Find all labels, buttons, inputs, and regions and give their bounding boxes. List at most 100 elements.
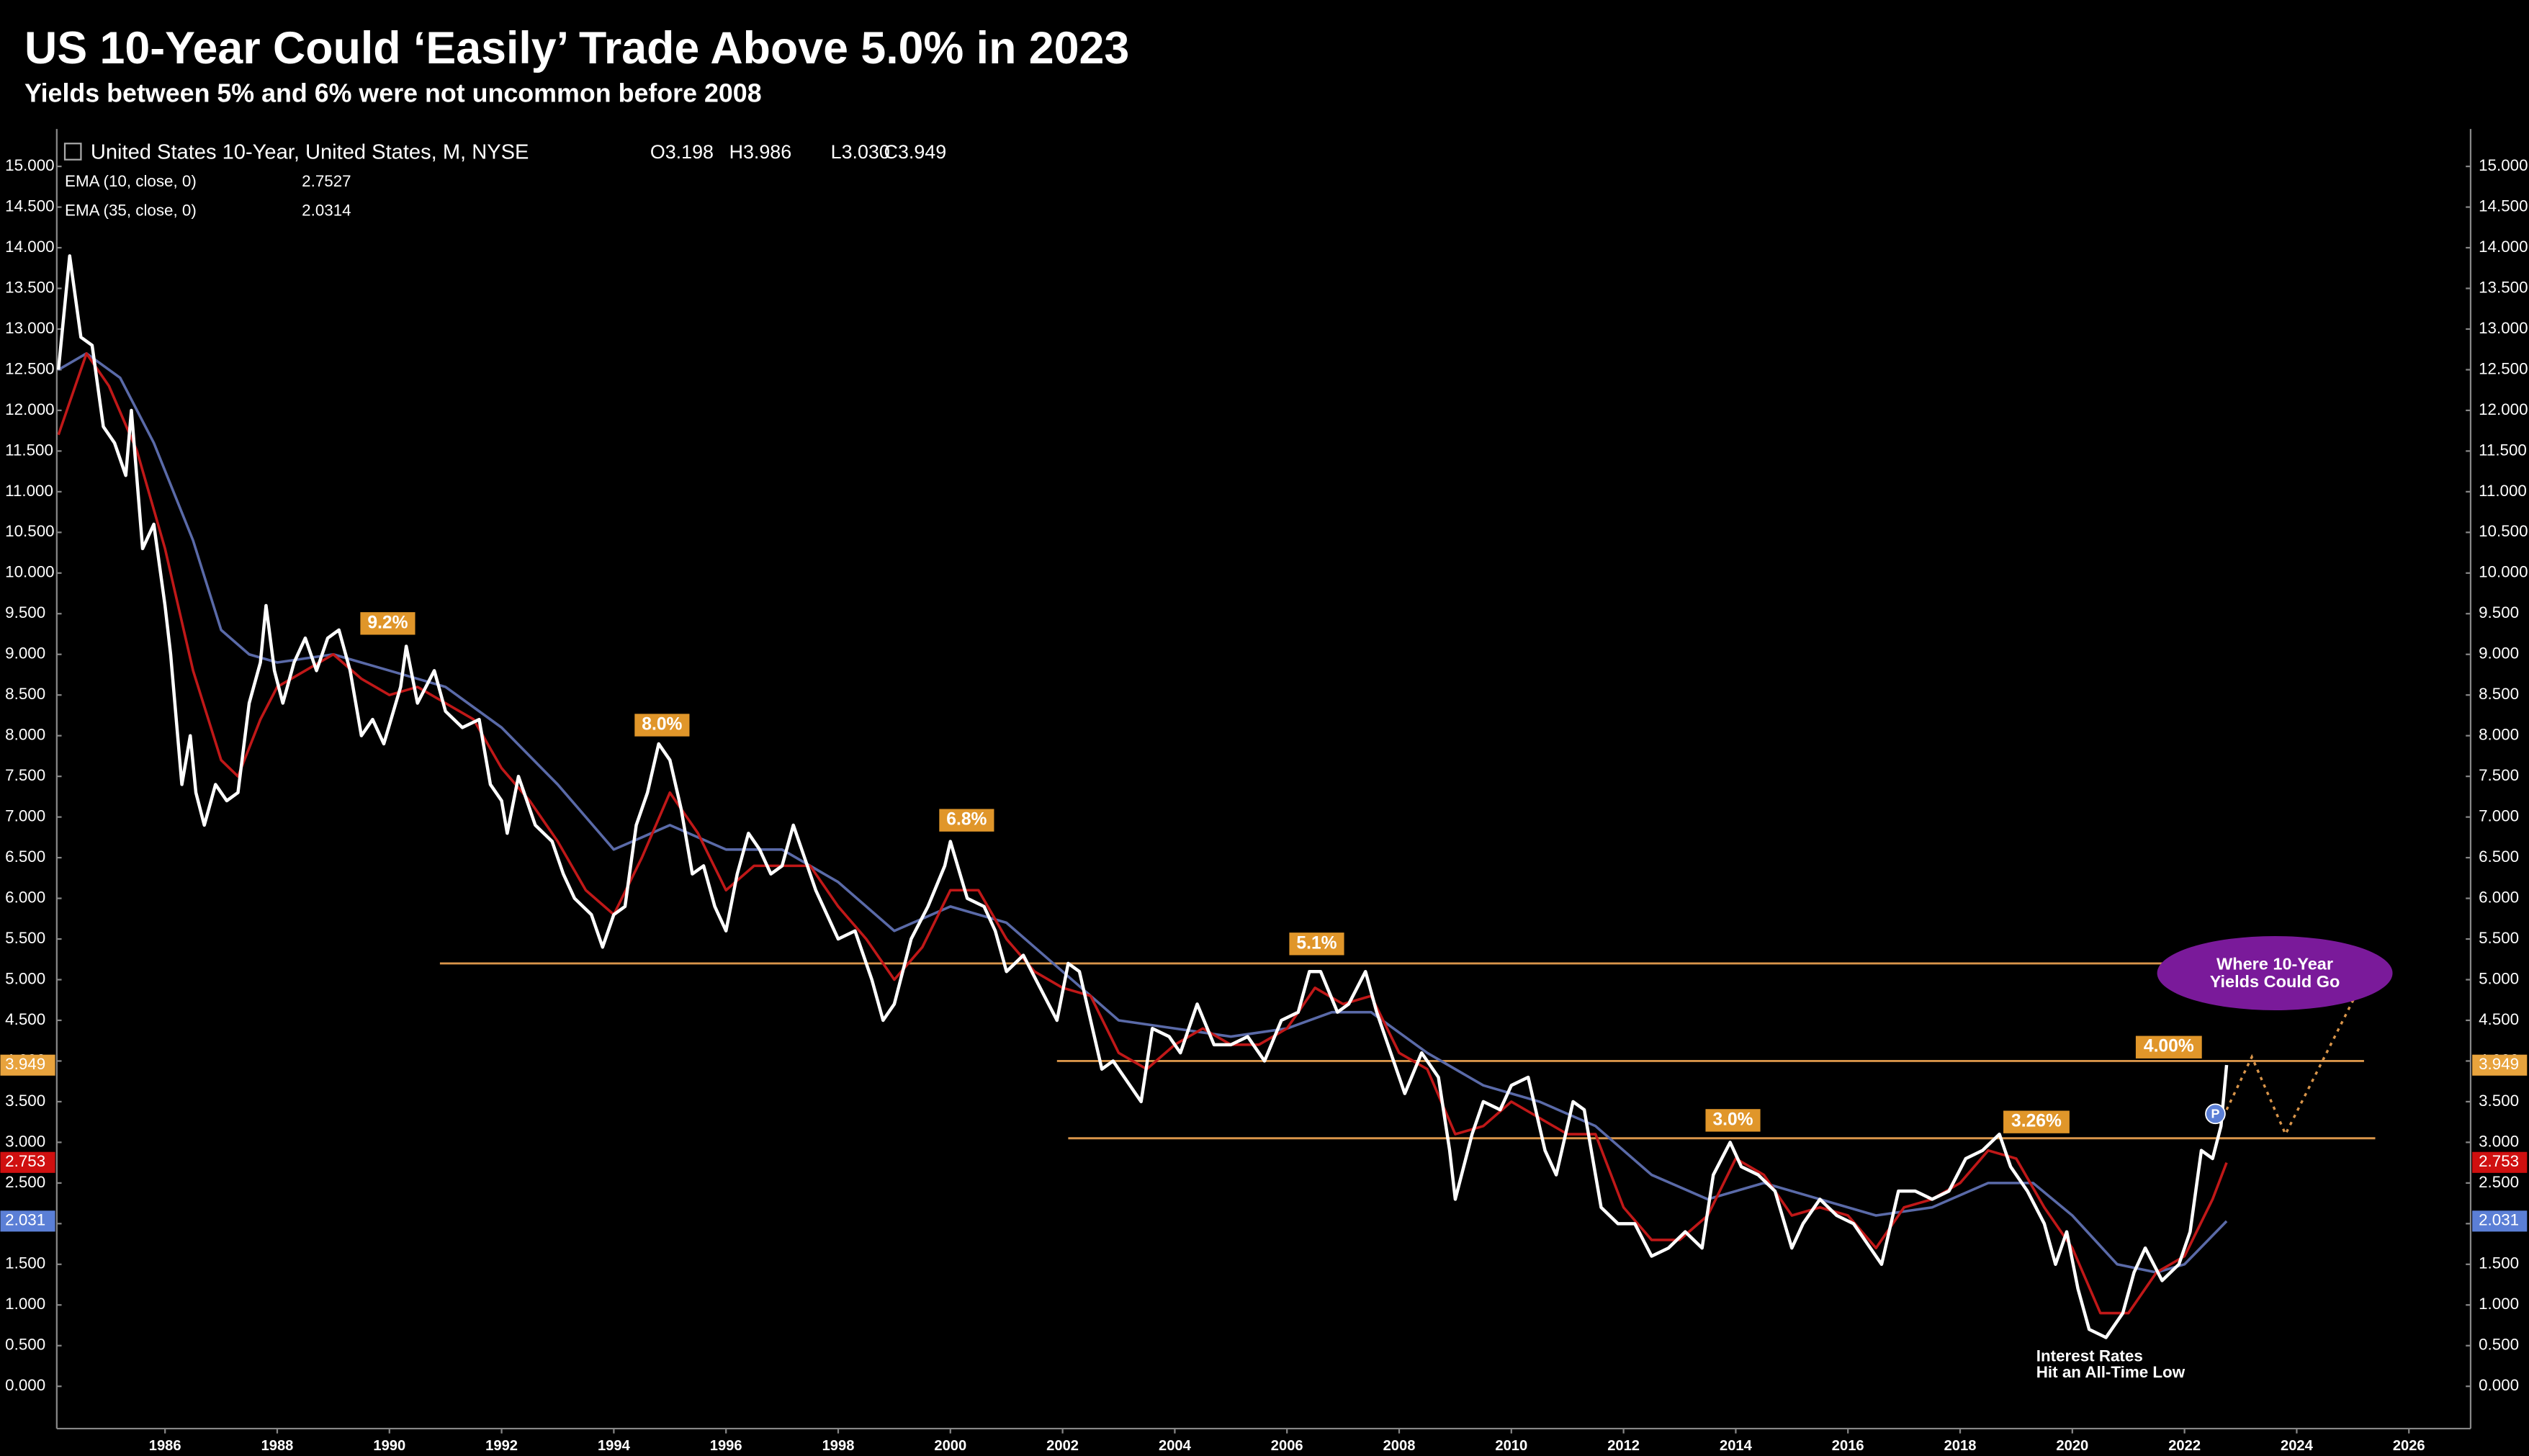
ohlc-open: O3.198 — [650, 141, 714, 163]
legend-entry: EMA (10, close, 0) — [65, 172, 197, 190]
y2-tick-label: 2.500 — [2479, 1173, 2519, 1191]
symbol-label: United States 10-Year, United States, M,… — [91, 140, 529, 163]
y-tick-label: 12.000 — [5, 400, 54, 418]
y-tick-label: 3.500 — [5, 1092, 45, 1110]
annotation-box — [2135, 1035, 2202, 1059]
legend-value: 2.0314 — [302, 201, 351, 219]
callout-text: Where 10-Year — [2216, 954, 2333, 973]
y-tick-label: 13.500 — [5, 278, 54, 296]
annotation-label: 3.0% — [1712, 1110, 1753, 1129]
annotation-box — [2003, 1110, 2070, 1133]
y2-tick-label: 3.500 — [2479, 1092, 2519, 1110]
annotation-box — [1289, 933, 1344, 956]
x-tick-label: 2018 — [1944, 1438, 1977, 1454]
legend-entry: EMA (35, close, 0) — [65, 201, 197, 219]
y-tick-label: 10.500 — [5, 522, 54, 540]
y-tick-label: 5.500 — [5, 929, 45, 947]
x-tick-label: 2020 — [2056, 1438, 2088, 1454]
price-tag-label: 2.753 — [5, 1152, 45, 1170]
price-tag — [2472, 1210, 2528, 1232]
x-tick-label: 2026 — [2393, 1438, 2425, 1454]
x-tick-label: 1994 — [598, 1438, 631, 1454]
y-tick-label: 10.000 — [5, 563, 54, 581]
price-tag-label: 2.753 — [2479, 1152, 2519, 1170]
price-tag — [2472, 1151, 2528, 1173]
y-tick-label: 11.500 — [5, 441, 53, 459]
y-tick-label: 2.500 — [5, 1173, 45, 1191]
y-tick-label: 13.000 — [5, 319, 54, 337]
y2-tick-label: 4.500 — [2479, 1010, 2519, 1028]
x-tick-label: 2014 — [1720, 1438, 1753, 1454]
y2-tick-label: 5.500 — [2479, 929, 2519, 947]
annotation-label: 4.00% — [2144, 1037, 2194, 1056]
marker-label: P — [2211, 1107, 2219, 1121]
y-tick-label: 6.500 — [5, 848, 45, 866]
y2-tick-label: 13.000 — [2479, 319, 2528, 337]
y2-tick-label: 10.000 — [2479, 563, 2528, 581]
x-tick-label: 1990 — [373, 1438, 405, 1454]
x-tick-label: 2024 — [2281, 1438, 2314, 1454]
ohlc-low: L3.030 — [831, 141, 890, 163]
annotation-label: 5.1% — [1296, 933, 1337, 953]
price-tag — [0, 1210, 55, 1232]
y2-tick-label: 1.000 — [2479, 1295, 2519, 1313]
y-tick-label: 3.000 — [5, 1132, 45, 1150]
y2-tick-label: 5.000 — [2479, 969, 2519, 987]
price-tag-label: 2.031 — [2479, 1211, 2519, 1229]
y-tick-label: 14.500 — [5, 197, 54, 215]
x-tick-label: 2006 — [1271, 1438, 1303, 1454]
y2-tick-label: 9.000 — [2479, 644, 2519, 662]
y2-tick-label: 6.500 — [2479, 848, 2519, 866]
note-text: Interest Rates — [2036, 1347, 2143, 1365]
y2-tick-label: 12.500 — [2479, 359, 2528, 377]
y-tick-label: 6.000 — [5, 888, 45, 906]
price-tag — [0, 1054, 55, 1076]
y-tick-label: 5.000 — [5, 969, 45, 987]
y-tick-label: 9.500 — [5, 603, 45, 621]
y2-tick-label: 3.000 — [2479, 1132, 2519, 1150]
chart-subtitle: Yields between 5% and 6% were not uncomm… — [24, 79, 762, 108]
y-tick-label: 7.000 — [5, 807, 45, 825]
y2-tick-label: 14.000 — [2479, 238, 2528, 256]
x-tick-label: 1986 — [149, 1438, 181, 1454]
price-tag — [0, 1151, 55, 1173]
x-tick-label: 1998 — [822, 1438, 855, 1454]
y2-tick-label: 0.500 — [2479, 1336, 2519, 1354]
y2-tick-label: 8.000 — [2479, 726, 2519, 744]
y-tick-label: 9.000 — [5, 644, 45, 662]
y2-tick-label: 11.500 — [2479, 441, 2527, 459]
y2-tick-label: 0.000 — [2479, 1376, 2519, 1394]
y-tick-label: 8.000 — [5, 726, 45, 744]
x-tick-label: 2002 — [1046, 1438, 1079, 1454]
y-tick-label: 0.500 — [5, 1336, 45, 1354]
y-tick-label: 11.000 — [5, 482, 53, 500]
y-tick-label: 14.000 — [5, 238, 54, 256]
y2-tick-label: 8.500 — [2479, 685, 2519, 703]
callout-ellipse — [2157, 935, 2393, 1010]
x-tick-label: 1996 — [710, 1438, 742, 1454]
x-tick-label: 2010 — [1495, 1438, 1527, 1454]
y-tick-label: 8.500 — [5, 685, 45, 703]
y2-tick-label: 15.000 — [2479, 156, 2528, 174]
y-tick-label: 7.500 — [5, 766, 45, 784]
x-tick-label: 2016 — [1832, 1438, 1864, 1454]
y2-tick-label: 1.500 — [2479, 1254, 2519, 1272]
projection-line — [2225, 966, 2371, 1138]
annotation-label: 6.8% — [946, 810, 987, 830]
price-tag-label: 3.949 — [5, 1055, 45, 1073]
y2-tick-label: 12.000 — [2479, 400, 2528, 418]
y2-tick-label: 13.500 — [2479, 278, 2528, 296]
yield-line — [56, 254, 2229, 1339]
price-tag — [2472, 1054, 2528, 1076]
annotation-label: 3.26% — [2011, 1112, 2062, 1131]
x-tick-label: 1992 — [485, 1438, 518, 1454]
y2-tick-label: 10.500 — [2479, 522, 2528, 540]
x-tick-label: 1988 — [261, 1438, 294, 1454]
annotation-box — [1705, 1109, 1761, 1132]
y2-tick-label: 7.000 — [2479, 807, 2519, 825]
y-tick-label: 1.500 — [5, 1254, 45, 1272]
x-tick-label: 2008 — [1383, 1438, 1416, 1454]
